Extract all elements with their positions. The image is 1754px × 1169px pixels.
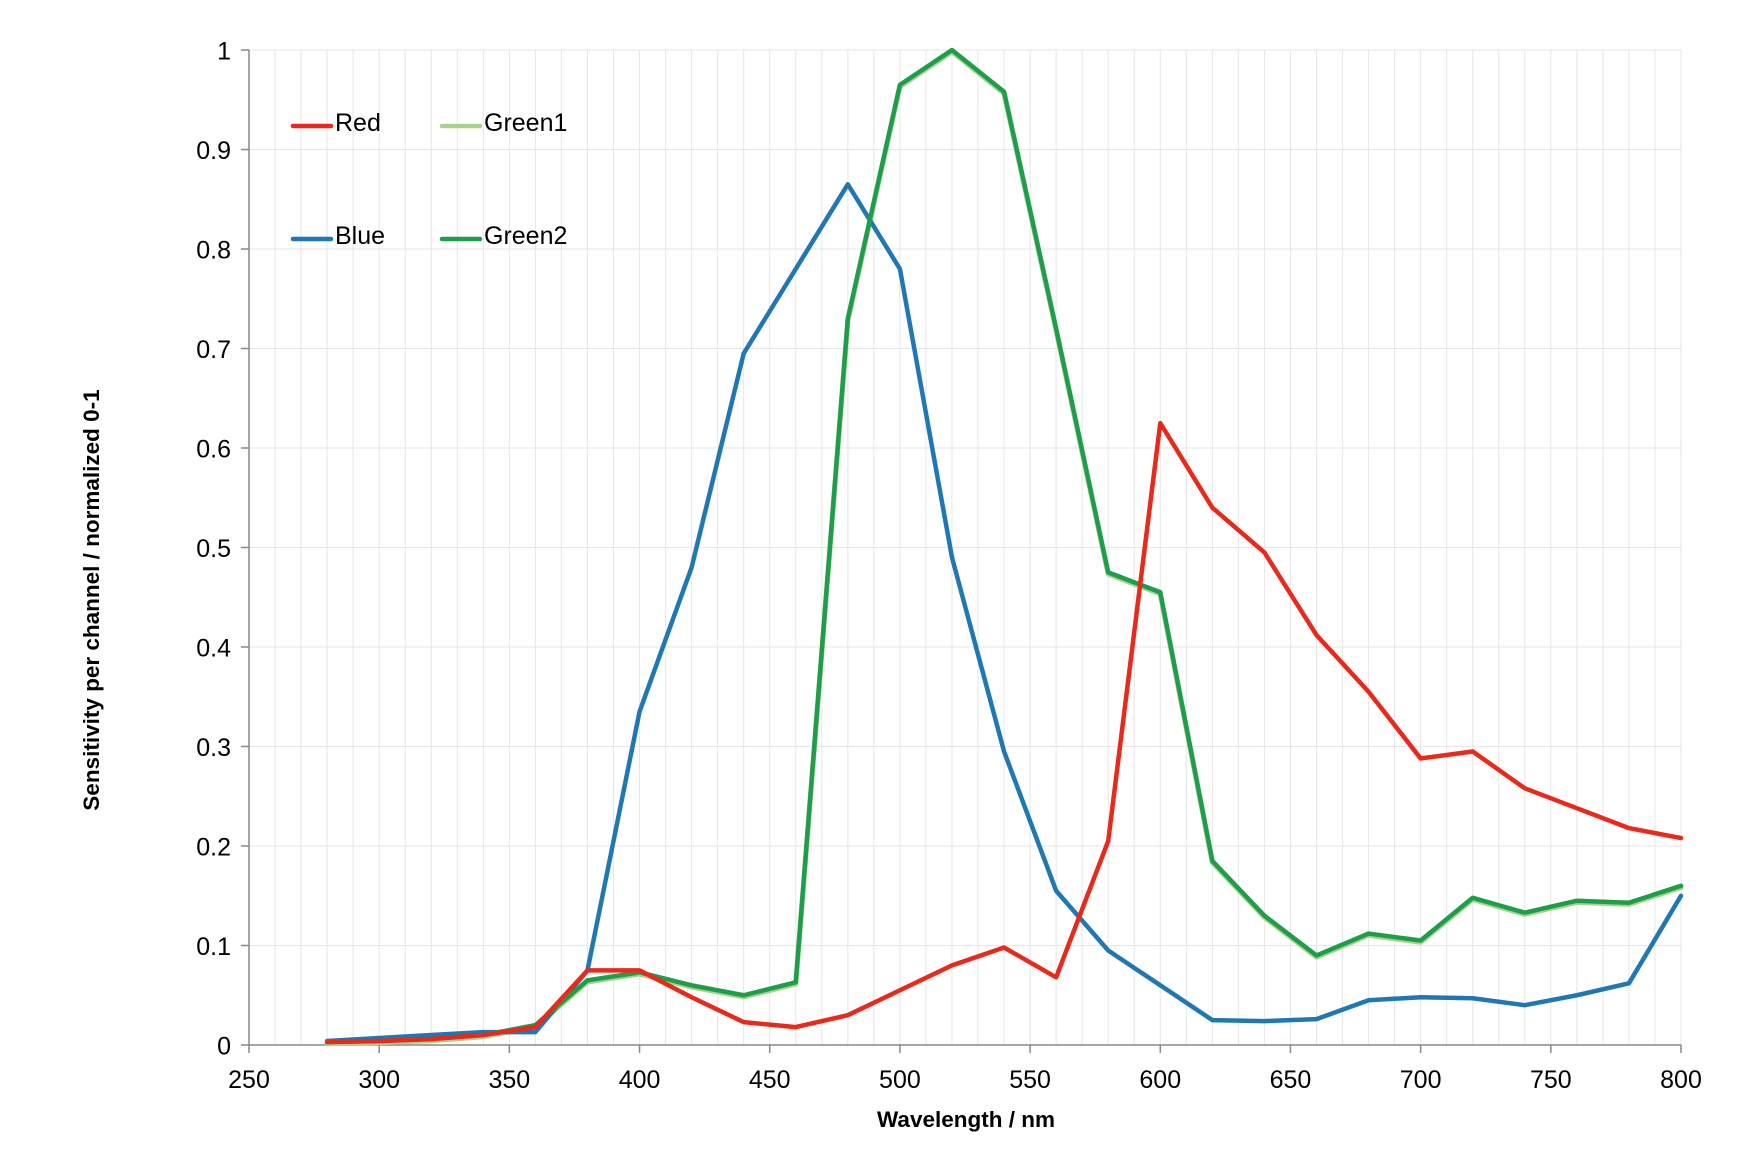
svg-text:750: 750 bbox=[1530, 1066, 1572, 1094]
svg-text:0.8: 0.8 bbox=[196, 237, 231, 265]
svg-text:0.6: 0.6 bbox=[196, 436, 231, 464]
svg-text:1: 1 bbox=[217, 38, 231, 66]
svg-text:0.2: 0.2 bbox=[196, 834, 231, 862]
svg-text:600: 600 bbox=[1139, 1066, 1181, 1094]
svg-text:700: 700 bbox=[1400, 1066, 1442, 1094]
svg-text:300: 300 bbox=[358, 1066, 400, 1094]
svg-text:0.4: 0.4 bbox=[196, 635, 231, 663]
svg-text:650: 650 bbox=[1270, 1066, 1312, 1094]
svg-text:800: 800 bbox=[1660, 1066, 1702, 1094]
svg-text:500: 500 bbox=[879, 1066, 921, 1094]
svg-text:0.1: 0.1 bbox=[196, 933, 231, 961]
svg-text:0.5: 0.5 bbox=[196, 535, 231, 563]
svg-text:0.9: 0.9 bbox=[196, 137, 231, 165]
svg-text:250: 250 bbox=[228, 1066, 270, 1094]
svg-text:0.3: 0.3 bbox=[196, 734, 231, 762]
svg-text:350: 350 bbox=[489, 1066, 531, 1094]
svg-text:0: 0 bbox=[217, 1033, 231, 1061]
svg-text:550: 550 bbox=[1009, 1066, 1051, 1094]
svg-text:400: 400 bbox=[619, 1066, 661, 1094]
svg-text:450: 450 bbox=[749, 1066, 791, 1094]
svg-text:0.7: 0.7 bbox=[196, 336, 231, 364]
